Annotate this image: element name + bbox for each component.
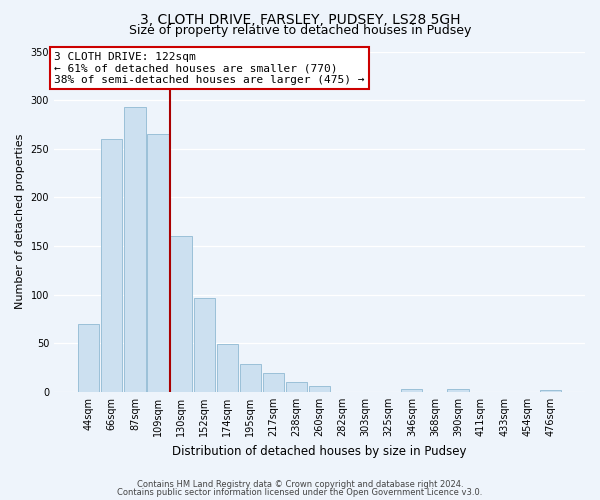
Bar — [263, 374, 284, 392]
Text: Contains public sector information licensed under the Open Government Licence v3: Contains public sector information licen… — [118, 488, 482, 497]
Y-axis label: Number of detached properties: Number of detached properties — [15, 134, 25, 310]
Bar — [78, 324, 100, 392]
Bar — [309, 386, 330, 392]
Text: 3, CLOTH DRIVE, FARSLEY, PUDSEY, LS28 5GH: 3, CLOTH DRIVE, FARSLEY, PUDSEY, LS28 5G… — [140, 12, 460, 26]
Bar — [148, 134, 169, 392]
Bar — [448, 389, 469, 392]
Text: 3 CLOTH DRIVE: 122sqm
← 61% of detached houses are smaller (770)
38% of semi-det: 3 CLOTH DRIVE: 122sqm ← 61% of detached … — [54, 52, 365, 84]
Text: Size of property relative to detached houses in Pudsey: Size of property relative to detached ho… — [129, 24, 471, 37]
Bar — [124, 107, 146, 392]
Bar — [217, 344, 238, 392]
Bar — [170, 236, 191, 392]
Text: Contains HM Land Registry data © Crown copyright and database right 2024.: Contains HM Land Registry data © Crown c… — [137, 480, 463, 489]
Bar — [539, 390, 561, 392]
Bar — [239, 364, 261, 392]
Bar — [286, 382, 307, 392]
Bar — [194, 298, 215, 392]
Bar — [101, 139, 122, 392]
Bar — [401, 389, 422, 392]
X-axis label: Distribution of detached houses by size in Pudsey: Distribution of detached houses by size … — [172, 444, 467, 458]
